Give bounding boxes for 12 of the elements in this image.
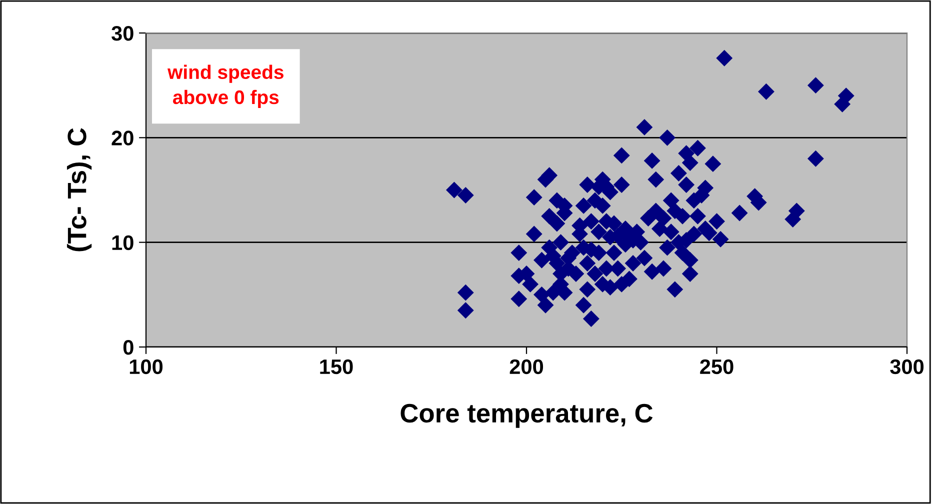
x-tick-label: 150 [320,359,353,374]
x-axis-title: Core temperature, C [400,404,653,428]
annotation: wind speeds above 0 fps [168,64,284,108]
x-tick-label: 100 [130,359,163,374]
y-axis-title: (Tc- Ts), C [66,128,92,252]
x-tick-label: 250 [700,359,734,374]
y-tick-label: 10 [112,235,134,250]
x-tick-label: 200 [510,359,544,374]
y-tick-label: 30 [112,26,134,41]
y-tick-label: 0 [123,340,134,355]
y-tick-label: 20 [112,130,134,146]
x-tick-label: 300 [890,359,924,374]
